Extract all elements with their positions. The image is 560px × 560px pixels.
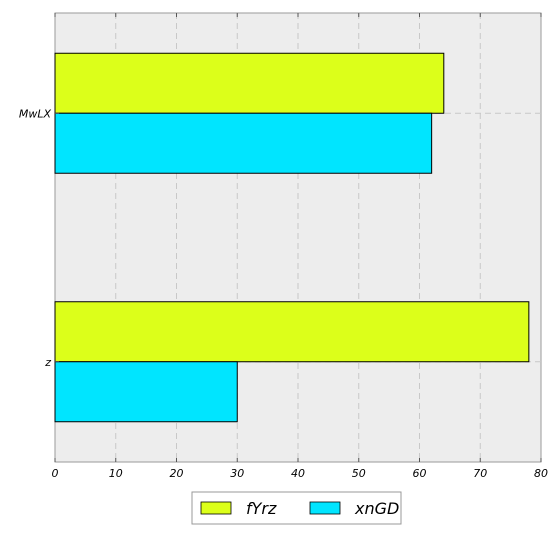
x-tick-label: 40 — [291, 467, 305, 480]
x-tick-label: 0 — [52, 467, 59, 480]
legend-label-xngd: xnGD — [354, 499, 399, 518]
bar-xngd-mwlx — [54, 112, 433, 174]
y-tick-label: z — [44, 356, 51, 369]
legend-swatch-xngd — [309, 501, 341, 515]
legend-swatch-fyrz — [200, 501, 232, 515]
bar-xngd-z — [54, 361, 238, 423]
x-tick-label: 30 — [230, 467, 244, 480]
bar-fyrz-z — [54, 301, 530, 363]
bar-fyrz-mwlx — [54, 52, 445, 114]
legend: fYrz xnGD — [191, 491, 402, 525]
x-tick-label: 80 — [534, 467, 548, 480]
y-tick-label: MwLX — [19, 107, 52, 120]
x-tick-label: 10 — [109, 467, 123, 480]
bars — [54, 52, 530, 423]
x-tick-label: 20 — [170, 467, 184, 480]
axes: 0 10 20 30 40 50 60 70 80 MwLX z — [19, 13, 548, 480]
x-tick-label: 70 — [473, 467, 487, 480]
x-tick-label: 50 — [352, 467, 366, 480]
legend-label-fyrz: fYrz — [246, 499, 277, 518]
x-tick-label: 60 — [413, 467, 427, 480]
